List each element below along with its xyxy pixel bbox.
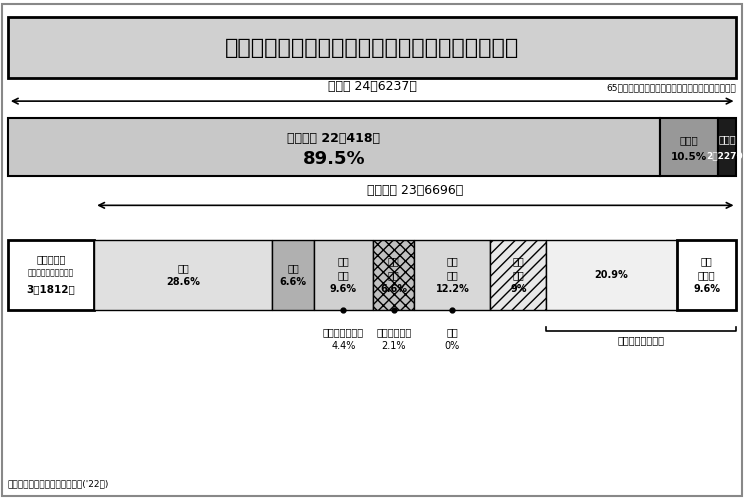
Text: 不足分: 不足分	[718, 134, 736, 144]
Text: 保険: 保険	[388, 256, 400, 266]
Bar	[8, 240, 94, 310]
Text: 医療: 医療	[388, 270, 400, 280]
Text: 4.4%: 4.4%	[332, 342, 356, 351]
Text: 通信: 通信	[446, 270, 458, 280]
Text: 2.1%: 2.1%	[382, 342, 406, 351]
Text: 食料: 食料	[178, 263, 189, 273]
Text: 被服及び履物: 被服及び履物	[376, 328, 412, 338]
Bar	[676, 240, 736, 310]
Text: 水道: 水道	[338, 270, 350, 280]
Bar	[8, 17, 736, 78]
Text: うち: うち	[700, 256, 712, 266]
Text: 0%: 0%	[445, 342, 460, 351]
Text: 3万1812円: 3万1812円	[27, 284, 76, 294]
Text: 6.6%: 6.6%	[280, 277, 307, 287]
Text: その他の消費支出: その他の消費支出	[618, 336, 665, 345]
Text: 9.6%: 9.6%	[330, 284, 357, 294]
Bar	[660, 118, 718, 176]
Text: 89.5%: 89.5%	[303, 150, 365, 168]
Text: （税金や保険料など）: （税金や保険料など）	[28, 268, 74, 278]
Bar	[490, 240, 547, 310]
Text: 消費支出 23万6696円: 消費支出 23万6696円	[368, 184, 464, 198]
Text: 出典：総務省「家計調査報告」('22年): 出典：総務省「家計調査報告」('22年)	[8, 479, 109, 488]
Bar	[272, 240, 314, 310]
Text: 年金など 22万418円: 年金など 22万418円	[287, 132, 380, 145]
Text: 家具・家事用品: 家具・家事用品	[322, 328, 364, 338]
Text: 65才以上の夫婦のみの無職世帯の家計収支（月々）: 65才以上の夫婦のみの無職世帯の家計収支（月々）	[607, 84, 736, 92]
Text: 非消費支出: 非消費支出	[37, 254, 66, 264]
Bar	[94, 240, 272, 310]
Text: 住居: 住居	[287, 263, 298, 273]
Text: 2万2270円: 2万2270円	[706, 151, 748, 160]
Text: 教育: 教育	[446, 328, 458, 338]
Text: 20.9%: 20.9%	[595, 270, 628, 280]
Text: 収入が年金のみでも月々の生活費の赤字はわずか: 収入が年金のみでも月々の生活費の赤字はわずか	[225, 38, 519, 58]
Text: 光熱: 光熱	[338, 256, 350, 266]
Text: 教養: 教養	[512, 256, 524, 266]
Text: 9.6%: 9.6%	[693, 284, 720, 294]
Text: 交通: 交通	[446, 256, 458, 266]
Bar	[8, 118, 660, 176]
Bar	[547, 240, 676, 310]
Text: 6.6%: 6.6%	[380, 284, 407, 294]
Bar	[718, 118, 736, 176]
Text: 10.5%: 10.5%	[670, 152, 706, 162]
Text: 12.2%: 12.2%	[436, 284, 470, 294]
Text: 実収入 24万6237円: 実収入 24万6237円	[328, 80, 417, 93]
Text: 娯楽: 娯楽	[512, 270, 524, 280]
Text: 交際費: 交際費	[698, 270, 715, 280]
Bar	[374, 240, 415, 310]
Text: 28.6%: 28.6%	[166, 277, 200, 287]
Text: その他: その他	[680, 135, 698, 145]
Bar	[415, 240, 491, 310]
Bar	[314, 240, 374, 310]
Text: 9%: 9%	[510, 284, 526, 294]
